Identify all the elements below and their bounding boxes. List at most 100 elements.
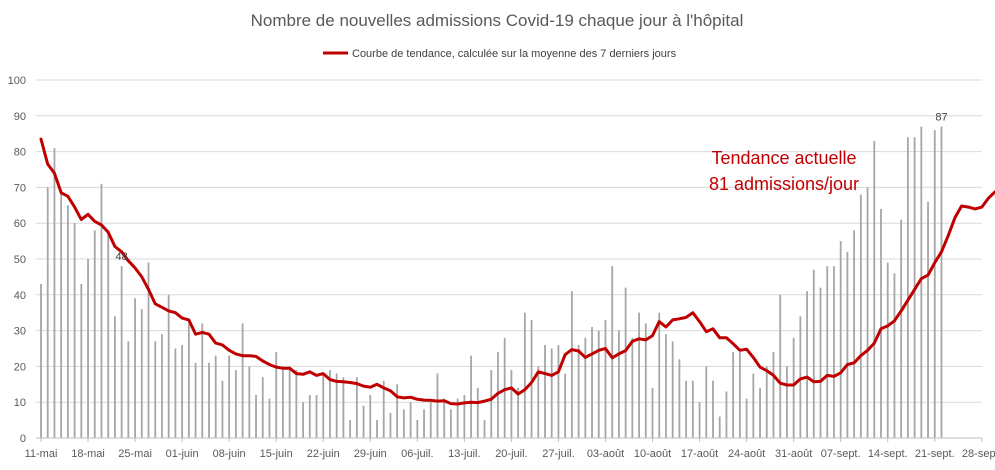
bar	[577, 344, 580, 438]
bar	[765, 366, 768, 438]
bar	[282, 366, 284, 438]
bar	[678, 359, 681, 438]
x-tick-label: 14-sept.	[868, 448, 908, 460]
bar	[685, 380, 688, 438]
daily-admissions-bars	[40, 126, 943, 439]
bar	[154, 341, 157, 438]
y-tick-label: 90	[14, 111, 26, 123]
bar	[396, 384, 399, 438]
x-tick-label: 20-juil.	[495, 448, 527, 460]
x-tick-label: 03-août	[587, 448, 624, 460]
bar	[537, 366, 540, 438]
bar	[248, 366, 251, 438]
x-tick-label: 07-sept.	[821, 448, 861, 460]
bar	[759, 387, 761, 438]
bar	[476, 387, 479, 438]
bar	[604, 319, 607, 438]
bar	[591, 327, 593, 438]
data-label-peak-august: 48	[116, 251, 128, 263]
bar	[288, 366, 291, 438]
bar	[87, 259, 89, 438]
chart-title: Nombre de nouvelles admissions Covid-19 …	[251, 11, 744, 30]
bar	[308, 395, 311, 438]
bar	[134, 298, 136, 438]
bar	[906, 137, 909, 438]
x-tick-label: 11-mai	[25, 448, 58, 460]
bar	[436, 373, 439, 438]
bar	[597, 330, 600, 438]
bar	[732, 352, 735, 438]
y-tick-label: 40	[14, 290, 26, 302]
bar	[812, 269, 815, 438]
bar	[369, 395, 372, 438]
bar	[234, 369, 237, 438]
y-tick-label: 50	[14, 254, 26, 266]
bar	[671, 341, 674, 438]
bar	[194, 362, 197, 438]
bar	[900, 219, 903, 438]
bar	[853, 230, 856, 438]
bar	[786, 366, 788, 438]
bar	[792, 337, 795, 438]
trend-line	[39, 137, 995, 406]
bar	[517, 387, 520, 438]
x-tick-label: 31-août	[775, 448, 812, 460]
bar	[60, 190, 63, 438]
bar	[389, 412, 392, 438]
bar	[490, 369, 493, 438]
bar	[470, 355, 472, 438]
x-tick-label: 27-juil.	[542, 448, 574, 460]
bar	[228, 355, 231, 438]
annotation-line-2: 81 admissions/jour	[709, 174, 859, 194]
bar	[93, 230, 96, 438]
bar	[214, 355, 217, 438]
bar	[550, 348, 553, 438]
bar	[880, 208, 882, 438]
bar	[268, 398, 271, 438]
current-trend-annotation: Tendance actuelle 81 admissions/jour	[709, 148, 859, 194]
bar	[658, 312, 661, 438]
bar	[530, 319, 533, 438]
bar	[638, 312, 640, 438]
bar	[752, 373, 755, 438]
bar	[570, 291, 573, 438]
x-tick-label: 24-août	[728, 448, 765, 460]
x-tick-label: 29-juin	[354, 448, 387, 460]
trend-series	[39, 137, 995, 406]
bar	[315, 395, 318, 438]
x-tick-label: 13-juil.	[448, 448, 480, 460]
x-tick-label: 28-sept.	[962, 448, 995, 460]
bar	[416, 420, 419, 438]
bar	[335, 373, 338, 438]
bar	[255, 395, 257, 438]
bar	[322, 373, 325, 438]
x-tick-label: 21-sept.	[915, 448, 955, 460]
bar	[920, 126, 923, 438]
bar	[886, 262, 889, 438]
y-tick-label: 0	[20, 433, 26, 445]
bar	[329, 369, 331, 438]
bar	[187, 323, 190, 438]
bar	[73, 223, 76, 438]
bar	[665, 334, 667, 438]
bar	[221, 380, 224, 438]
bar	[779, 294, 782, 438]
bar	[201, 323, 204, 438]
data-labels: 48 87	[116, 112, 948, 264]
bar	[147, 262, 150, 438]
bar	[362, 405, 365, 438]
bar	[114, 316, 116, 438]
bar	[463, 395, 466, 438]
bar	[167, 294, 170, 438]
bar	[940, 126, 943, 438]
y-tick-label: 20	[14, 361, 26, 373]
bar	[355, 377, 358, 438]
x-tick-label: 08-juin	[213, 448, 246, 460]
y-tick-label: 60	[14, 218, 26, 230]
bar	[564, 373, 567, 438]
x-tick-label: 17-août	[681, 448, 718, 460]
y-tick-label: 70	[14, 182, 26, 194]
bar	[712, 380, 714, 438]
bar	[382, 380, 385, 438]
